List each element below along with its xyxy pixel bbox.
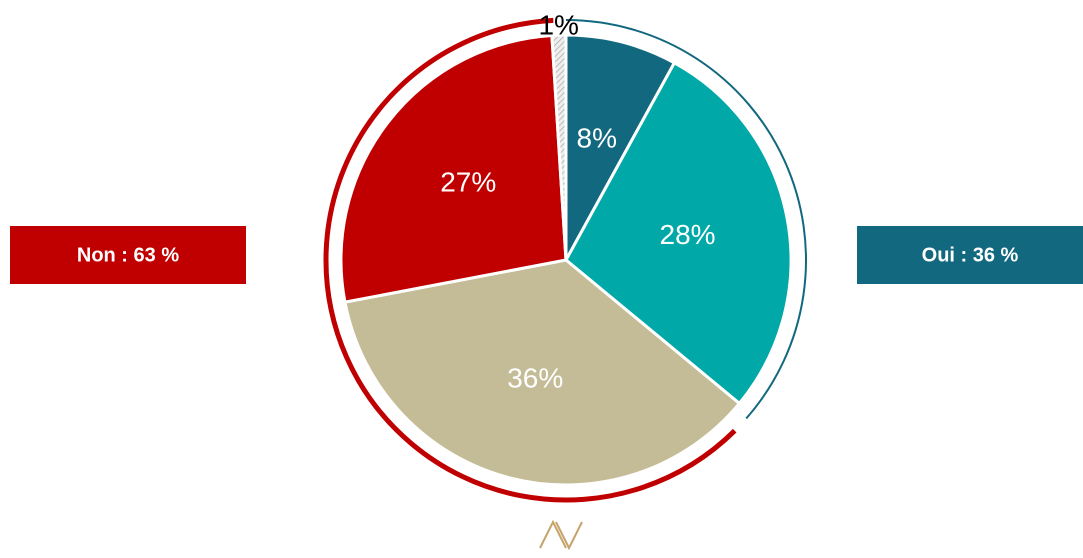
slice [564,33,677,261]
slice [550,33,568,261]
slice [343,258,742,487]
non-box [10,226,246,284]
data-label: 27% [440,167,496,198]
data-label: 28% [660,219,716,250]
data-label: 8% [577,123,617,154]
slice [564,60,793,406]
logo [539,519,583,551]
oui-label: Oui : 36 % [922,244,1019,266]
group-arc [565,19,807,420]
slice [339,33,568,304]
non-label: Non : 63 % [77,244,179,266]
data-label: 1% [538,10,578,41]
oui-box [857,226,1083,284]
data-label: 36% [507,362,563,393]
group-arc [323,17,737,503]
